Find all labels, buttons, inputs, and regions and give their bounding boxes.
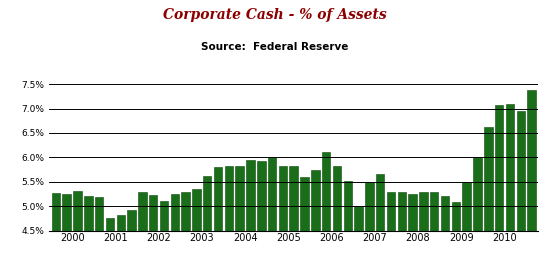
Bar [203,176,211,265]
Bar [106,218,114,265]
Bar [397,192,406,265]
Bar [225,166,233,265]
Bar [517,111,525,265]
Bar [322,152,330,265]
Bar [171,194,179,265]
Bar [484,127,492,265]
Bar [95,197,103,265]
Bar [127,210,136,265]
Bar [473,157,481,265]
Bar [236,166,244,265]
Bar [462,182,471,265]
Text: Source:  Federal Reserve: Source: Federal Reserve [201,42,348,52]
Bar [452,202,460,265]
Bar [268,157,276,265]
Bar [419,192,428,265]
Bar [138,192,147,265]
Bar [289,166,298,265]
Text: Corporate Cash - % of Assets: Corporate Cash - % of Assets [163,8,386,22]
Bar [160,201,168,265]
Bar [84,196,93,265]
Bar [300,177,309,265]
Bar [365,182,374,265]
Bar [354,206,363,265]
Bar [279,166,287,265]
Bar [528,90,536,265]
Bar [441,196,449,265]
Bar [344,181,352,265]
Bar [247,160,255,265]
Bar [63,194,71,265]
Bar [149,195,158,265]
Bar [506,104,514,265]
Bar [387,192,395,265]
Bar [192,189,200,265]
Bar [430,192,439,265]
Bar [376,174,384,265]
Bar [116,215,125,265]
Bar [333,166,341,265]
Bar [181,192,190,265]
Bar [257,161,266,265]
Bar [74,191,82,265]
Bar [495,105,503,265]
Bar [214,167,222,265]
Bar [408,194,417,265]
Bar [311,170,320,265]
Bar [52,193,60,265]
